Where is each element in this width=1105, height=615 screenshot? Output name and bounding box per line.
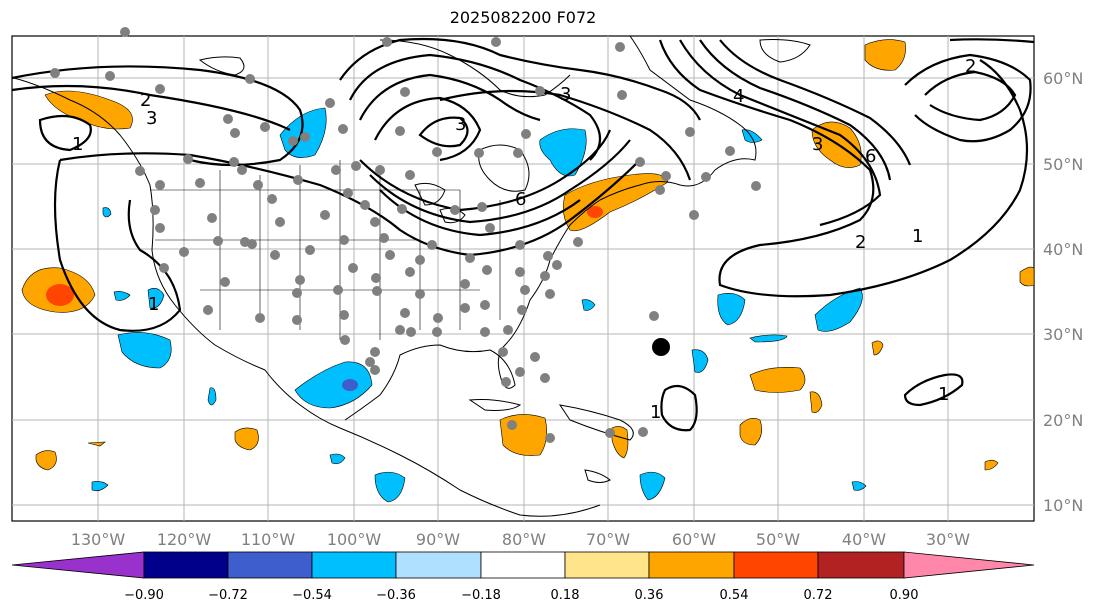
lat-label: 40°N [1043, 240, 1083, 259]
state-borders [150, 160, 501, 340]
colorbar-segment [311, 551, 397, 579]
lon-label: 60°W [672, 530, 716, 549]
lat-label: 10°N [1043, 496, 1083, 515]
lat-label: 30°N [1043, 325, 1083, 344]
colorbar-segment [11, 551, 145, 579]
colorbar-segment [227, 551, 313, 579]
contour-label: 3 [146, 108, 157, 129]
contour-label: 4 [733, 86, 744, 107]
contour-labels: 2 3 3 3 6 1 4 2 6 3 2 1 1 1 1 [72, 56, 976, 423]
colorbar-segment [817, 551, 905, 579]
lon-label: 50°W [756, 530, 800, 549]
lon-label: 90°W [416, 530, 460, 549]
lon-label: 130°W [71, 530, 126, 549]
colorbar-tick-label: −0.54 [292, 588, 332, 603]
lat-label: 20°N [1043, 411, 1083, 430]
colorbar-segment [564, 551, 650, 579]
lat-label: 60°N [1043, 69, 1083, 88]
colorbar-tick-label: 0.18 [551, 588, 580, 603]
colorbar-tick-label: −0.72 [208, 588, 248, 603]
contour-label: 1 [72, 134, 83, 155]
lon-label: 30°W [926, 530, 970, 549]
coastlines [13, 35, 811, 517]
contour-label: 2 [965, 56, 976, 77]
lon-label: 100°W [327, 530, 382, 549]
colorbar-tick-label: 0.36 [635, 588, 664, 603]
lat-label: 50°N [1043, 155, 1083, 174]
colorbar [11, 551, 1035, 579]
contour-label: 6 [865, 146, 876, 167]
lon-label: 70°W [586, 530, 630, 549]
colorbar-segment [733, 551, 819, 579]
colorbar-tick-label: 0.72 [804, 588, 833, 603]
longitude-labels: 130°W 120°W 110°W 100°W 90°W 80°W 70°W 6… [71, 530, 970, 549]
colorbar-tick-label: −0.18 [461, 588, 501, 603]
colorbar-tick-label: 0.90 [890, 588, 919, 603]
contour-label: 2 [855, 232, 866, 253]
station-markers [50, 27, 761, 443]
colorbar-segment [395, 551, 482, 579]
lon-label: 120°W [157, 530, 212, 549]
gridlines [12, 36, 1034, 521]
contour-label: 3 [560, 84, 571, 105]
storm-center-marker [652, 338, 670, 356]
colorbar-tick-label: −0.36 [376, 588, 416, 603]
contour-label: 3 [812, 134, 823, 155]
contour-label: 1 [938, 384, 949, 405]
contour-label: 1 [912, 226, 923, 247]
contour-label: 1 [650, 402, 661, 423]
colorbar-tick-label: 0.54 [720, 588, 749, 603]
lon-label: 110°W [241, 530, 296, 549]
contour-label: 2 [140, 90, 151, 111]
contour-label: 3 [455, 114, 466, 135]
latitude-labels: 60°N 50°N 40°N 30°N 20°N 10°N [1043, 69, 1083, 515]
colorbar-segment [648, 551, 735, 579]
lon-label: 40°W [842, 530, 886, 549]
map-title: 2025082200 F072 [449, 8, 597, 27]
colorbar-segment [480, 551, 566, 579]
colorbar-segment [143, 551, 229, 579]
lon-label: 80°W [502, 530, 546, 549]
colorbar-segment [903, 551, 1035, 579]
contour-label: 1 [148, 294, 159, 315]
colorbar-ticks: −0.90 −0.72 −0.54 −0.36 −0.18 0.18 0.36 … [124, 588, 918, 603]
contour-label: 6 [515, 189, 526, 210]
colorbar-tick-label: −0.90 [124, 588, 164, 603]
